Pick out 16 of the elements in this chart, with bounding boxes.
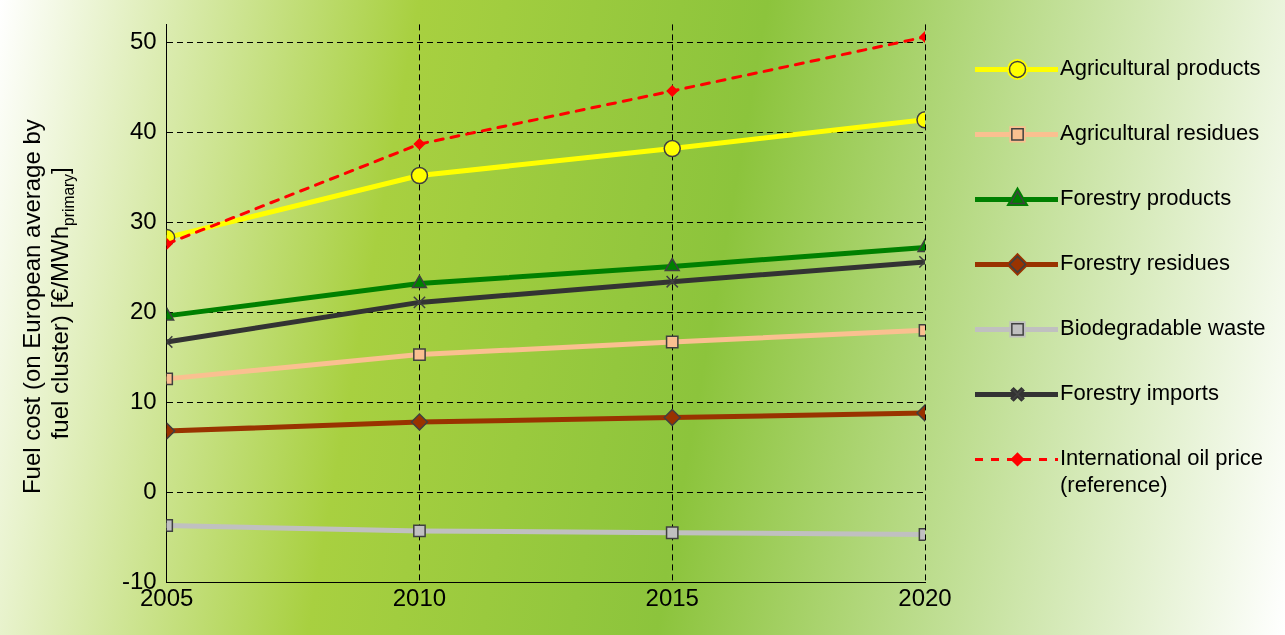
x-tick-label: 2015 [645,584,699,612]
legend-label: Agricultural residues [1060,120,1260,146]
legend-label: International oil price (reference) [1060,445,1264,497]
y-tick-label: 0 [143,476,157,504]
y-tick-label: 20 [129,296,157,324]
legend-label: Biodegradable waste [1060,315,1266,341]
legend-label: Forestry products [1060,185,1232,211]
y-tick-label: 50 [129,27,157,55]
legend-label: Forestry residues [1060,250,1230,276]
y-tick-label: 10 [129,386,157,414]
legend-label: Forestry imports [1060,380,1219,406]
y-tick-label: 30 [129,206,157,234]
y-tick-label: 40 [129,116,157,144]
x-tick-label: 2010 [392,584,447,612]
x-tick-label: 2020 [898,584,952,612]
legend-label: Agricultural products [1060,55,1261,81]
